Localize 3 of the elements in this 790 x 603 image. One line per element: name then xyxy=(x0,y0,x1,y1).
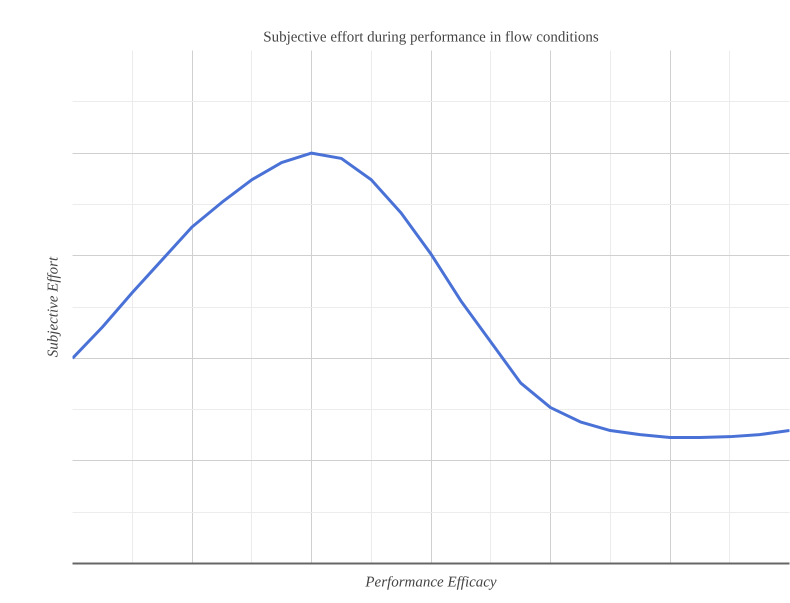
y-axis-title: Subjective Effort xyxy=(46,256,62,358)
x-axis-title: Performance Efficacy xyxy=(364,574,497,590)
chart-title: Subjective effort during performance in flow conditions xyxy=(263,30,599,46)
